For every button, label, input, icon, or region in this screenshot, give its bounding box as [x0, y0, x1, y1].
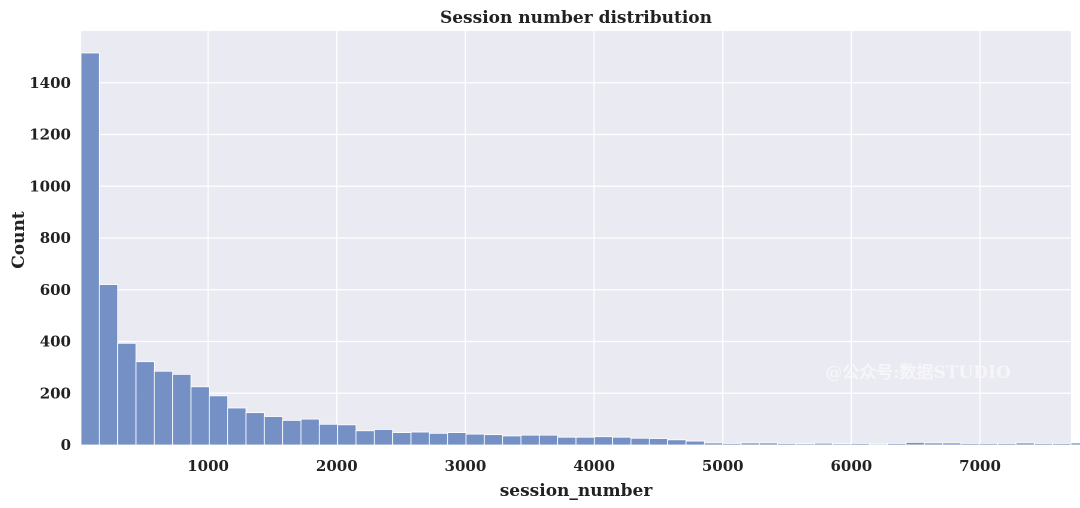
- x-tick-labels: 1000 2000 3000 4000 5000 6000 7000: [187, 457, 1001, 475]
- histogram-bar: [208, 395, 229, 446]
- y-tick-label: 1000: [29, 177, 71, 195]
- histogram-bar: [337, 424, 357, 446]
- histogram-bar: [318, 423, 339, 446]
- y-tick-labels: 0 200 400 600 800 1000 1200 1400: [29, 74, 71, 454]
- histogram-bar: [538, 434, 559, 446]
- histogram-bar: [960, 443, 980, 446]
- histogram-bar: [80, 52, 100, 446]
- histogram-bar: [355, 430, 375, 446]
- y-tick-label: 1200: [29, 126, 71, 144]
- histogram-bar: [722, 443, 742, 446]
- histogram-bars: [80, 52, 1080, 446]
- histogram-bar: [593, 436, 614, 446]
- histogram-bar: [263, 416, 284, 446]
- histogram-bar: [520, 434, 540, 446]
- histogram-bar: [630, 437, 650, 446]
- x-tick-label: 1000: [187, 457, 229, 475]
- histogram-bar: [813, 442, 834, 446]
- x-tick-label: 6000: [831, 457, 873, 475]
- histogram-bar: [997, 443, 1017, 446]
- histogram-bar: [557, 436, 577, 446]
- y-tick-label: 800: [40, 229, 71, 247]
- y-tick-label: 1400: [29, 74, 71, 92]
- histogram-bar: [978, 443, 999, 446]
- y-tick-label: 600: [40, 281, 71, 299]
- histogram-bar: [190, 386, 210, 446]
- histogram-bar: [887, 443, 907, 446]
- histogram-bar: [777, 443, 797, 446]
- watermark-text: @公众号:数据STUDIO: [825, 362, 1011, 383]
- x-tick-label: 2000: [316, 457, 358, 475]
- histogram-bar: [465, 433, 485, 446]
- histogram-bar: [612, 436, 632, 446]
- histogram-bar: [98, 284, 119, 446]
- histogram-bar: [1015, 442, 1035, 446]
- histogram-bar: [172, 373, 192, 446]
- histogram-bar: [1033, 443, 1054, 446]
- histogram-bar: [740, 442, 760, 446]
- y-axis-label: Count: [9, 211, 29, 269]
- histogram-bar: [758, 442, 779, 446]
- x-axis-label: session_number: [500, 481, 654, 501]
- x-tick-label: 7000: [959, 457, 1001, 475]
- y-tick-label: 400: [40, 333, 71, 351]
- histogram-bar: [1052, 443, 1072, 446]
- histogram-bar: [300, 418, 320, 446]
- histogram-bar: [703, 442, 724, 446]
- histogram-bar: [850, 443, 870, 446]
- histogram-bar: [245, 412, 265, 446]
- y-tick-label: 0: [61, 436, 71, 454]
- histogram-bar: [575, 436, 595, 446]
- histogram-bar: [483, 434, 504, 446]
- histogram-bar: [905, 442, 925, 446]
- histogram-bar: [667, 439, 687, 446]
- histogram-bar: [428, 432, 449, 446]
- histogram-bar: [410, 431, 430, 446]
- histogram-bar: [923, 442, 944, 446]
- histogram-bar: [868, 443, 889, 446]
- x-tick-label: 4000: [573, 457, 615, 475]
- histogram-bar: [153, 370, 174, 446]
- histogram-bar: [832, 443, 852, 446]
- histogram-bar: [135, 361, 155, 446]
- x-tick-label: 3000: [445, 457, 487, 475]
- histogram-bar: [117, 342, 137, 446]
- histogram-bar: [648, 438, 669, 446]
- histogram-bar: [373, 429, 394, 446]
- histogram-bar: [227, 407, 247, 446]
- x-tick-label: 5000: [702, 457, 744, 475]
- histogram-bar: [392, 432, 412, 446]
- chart-title: Session number distribution: [440, 8, 712, 28]
- histogram-bar: [447, 432, 467, 446]
- histogram-bar: [685, 440, 705, 446]
- y-tick-label: 200: [40, 384, 71, 402]
- histogram-bar: [1070, 442, 1080, 446]
- histogram-bar: [502, 435, 522, 446]
- histogram-bar: [942, 442, 962, 446]
- histogram-bar: [795, 443, 815, 446]
- histogram-bar: [282, 420, 302, 446]
